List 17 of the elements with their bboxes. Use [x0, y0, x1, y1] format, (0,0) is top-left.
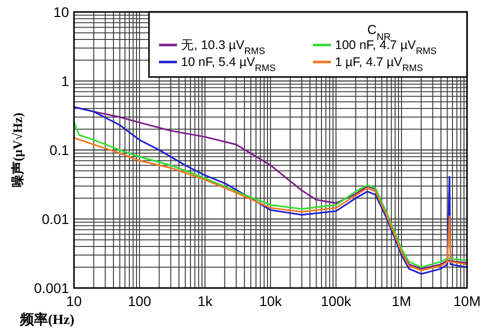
- x-tick-label: 1k: [198, 293, 214, 309]
- legend-label: 1 µF, 4.7 µV$_{RMS}$: [335, 55, 424, 73]
- legend-label: 无, 10.3 µV$_{RMS}$: [181, 38, 266, 56]
- y-axis-title: 噪声(µV√Hz): [10, 112, 25, 188]
- x-tick-label: 1M: [392, 293, 412, 309]
- legend-label: 10 nF, 5.4 µV$_{RMS}$: [181, 55, 276, 73]
- y-tick-label: 0.01: [42, 211, 70, 227]
- y-tick-label: 10: [53, 4, 70, 20]
- y-tick-label: 0.1: [50, 142, 70, 158]
- x-axis-title: 频率(Hz): [19, 311, 75, 328]
- x-tick-label: 10k: [259, 293, 283, 309]
- x-tick-label: 10M: [453, 293, 481, 309]
- x-tick-label: 10: [66, 293, 82, 309]
- y-tick-label: 1: [61, 73, 70, 89]
- x-tick-label: 100k: [320, 293, 352, 309]
- y-tick-label: 0.001: [34, 280, 70, 296]
- x-tick-label: 100: [128, 293, 152, 309]
